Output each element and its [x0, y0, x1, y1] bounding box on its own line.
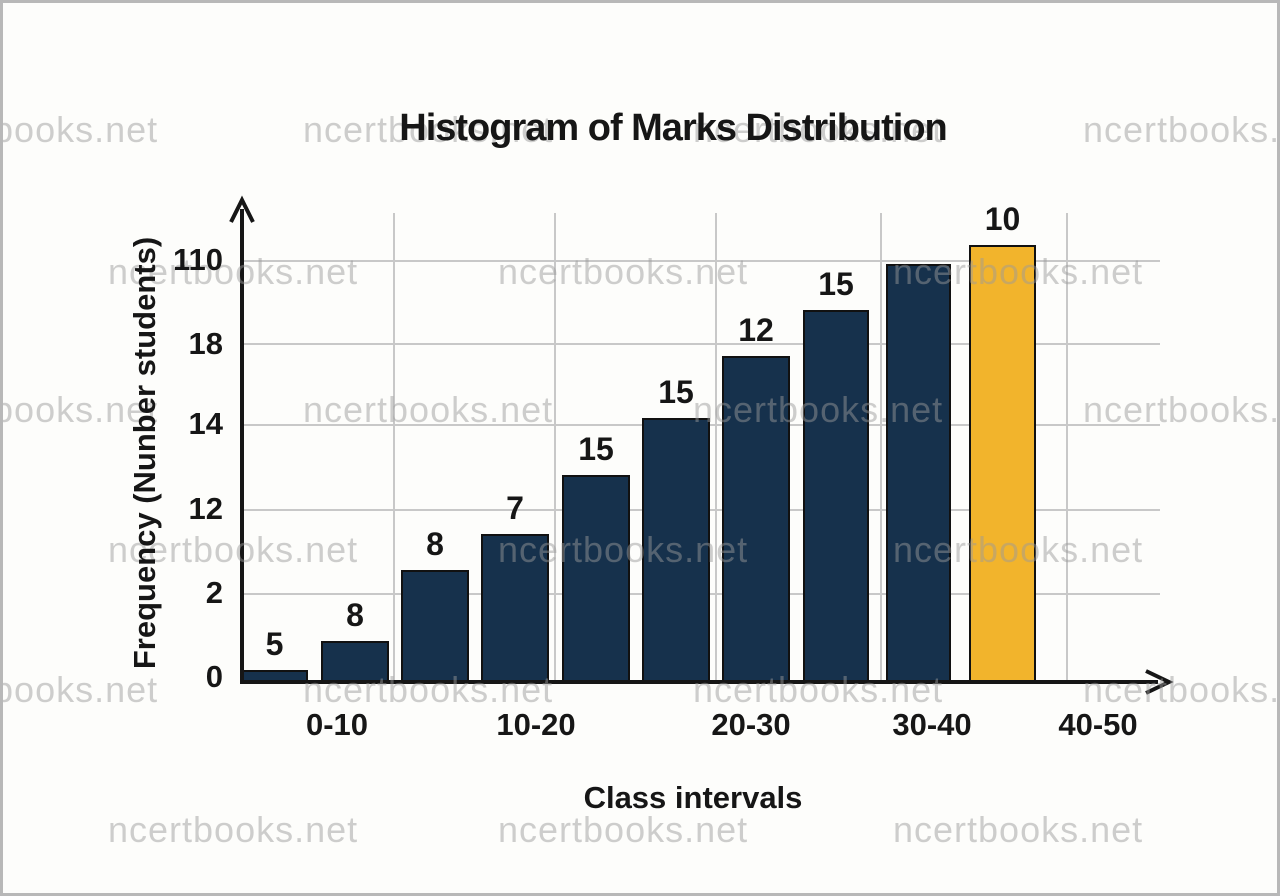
- watermark-text: ncertbooks.net: [108, 529, 359, 570]
- y-tick-label: 14: [188, 406, 223, 441]
- y-tick-label: 0: [205, 659, 223, 694]
- bar: [886, 264, 951, 683]
- bar-value-label: 15: [658, 374, 694, 410]
- x-axis-line: [240, 669, 1174, 695]
- y-axis-title: Frequency (Nunber students): [127, 236, 162, 670]
- watermark-text: ncertbooks.net: [108, 809, 359, 850]
- x-tick-label: 0-10: [305, 707, 369, 742]
- bar-value-label: 8: [346, 597, 364, 633]
- chart-title: Histogram of Marks Distribution: [399, 107, 948, 149]
- watermark-text: ncertbooks.net: [693, 669, 944, 710]
- bar-value-label: 15: [578, 431, 614, 467]
- bar-value-label: 15: [818, 266, 854, 302]
- x-tick-label: 20-30: [711, 707, 791, 742]
- bar-value-label: 5: [265, 626, 284, 662]
- x-tick-label: 10-20: [496, 707, 576, 742]
- watermark-text: ncertbooks.net: [108, 251, 359, 292]
- bar-accent: [969, 245, 1036, 683]
- v-gridline: [393, 213, 395, 682]
- watermark-text: ncertbooks.net: [1083, 109, 1280, 150]
- watermark-text: ncertbooks.net: [108, 3, 358, 11]
- y-tick-label: 2: [205, 575, 223, 610]
- bar-value-label: 7: [506, 490, 524, 526]
- watermark-text: ncertbooks.net: [893, 529, 1144, 570]
- bar: [562, 475, 630, 683]
- watermark-text: ncertbooks.net: [1083, 389, 1280, 430]
- watermark-text: ncertbooks.net: [498, 529, 749, 570]
- y-tick-label: 18: [188, 326, 223, 361]
- x-tick-label: 40-50: [1058, 707, 1138, 742]
- watermark-text: ncertbooks.net: [693, 109, 944, 150]
- watermark-text: ncertbooks.net: [3, 109, 159, 150]
- bar: [401, 570, 469, 683]
- bar-value-label: 12: [738, 312, 774, 348]
- y-axis-line: [229, 195, 255, 684]
- watermark-text: ncertbooks.net: [303, 389, 554, 430]
- x-axis-title: Class intervals: [583, 780, 803, 815]
- watermark-text: ncertbooks.net: [893, 3, 1143, 11]
- bar: [481, 534, 549, 683]
- bar: [722, 356, 790, 683]
- y-tick-label: 12: [188, 491, 223, 526]
- watermark-text: ncertbooks.net: [498, 809, 749, 850]
- watermark-text: ncertbooks.net: [893, 251, 1144, 292]
- bar-value-label: 10: [984, 201, 1021, 237]
- watermark-text: ncertbooks.net: [498, 3, 748, 11]
- bar: [803, 310, 869, 683]
- h-gridline: [241, 343, 1160, 345]
- v-gridline: [715, 213, 717, 682]
- v-gridline: [880, 213, 882, 682]
- watermark-text: ncertbooks.net: [498, 251, 749, 292]
- watermark-text: ncertbooks.net: [693, 389, 944, 430]
- v-gridline: [1066, 213, 1068, 682]
- watermark-text: ncertbooks.net: [3, 669, 159, 710]
- v-gridline: [554, 213, 556, 682]
- watermark-text: ncertbooks.net: [303, 109, 554, 150]
- watermark-text: ncertbooks.net: [3, 389, 159, 430]
- bar: [642, 418, 710, 683]
- watermark-text: ncertbooks.net: [303, 669, 554, 710]
- axes-layer: [229, 195, 1174, 695]
- watermark-text: ncertbooks.net: [1083, 669, 1280, 710]
- watermark-text: ncertbooks.net: [893, 809, 1144, 850]
- y-axis-arrow-icon: [229, 195, 255, 223]
- bar-value-label: 8: [426, 526, 444, 562]
- h-gridline: [241, 260, 1160, 262]
- x-axis-arrow-icon: [1145, 669, 1174, 695]
- x-tick-label: 30-40: [892, 707, 972, 742]
- y-tick-label: 110: [172, 242, 223, 277]
